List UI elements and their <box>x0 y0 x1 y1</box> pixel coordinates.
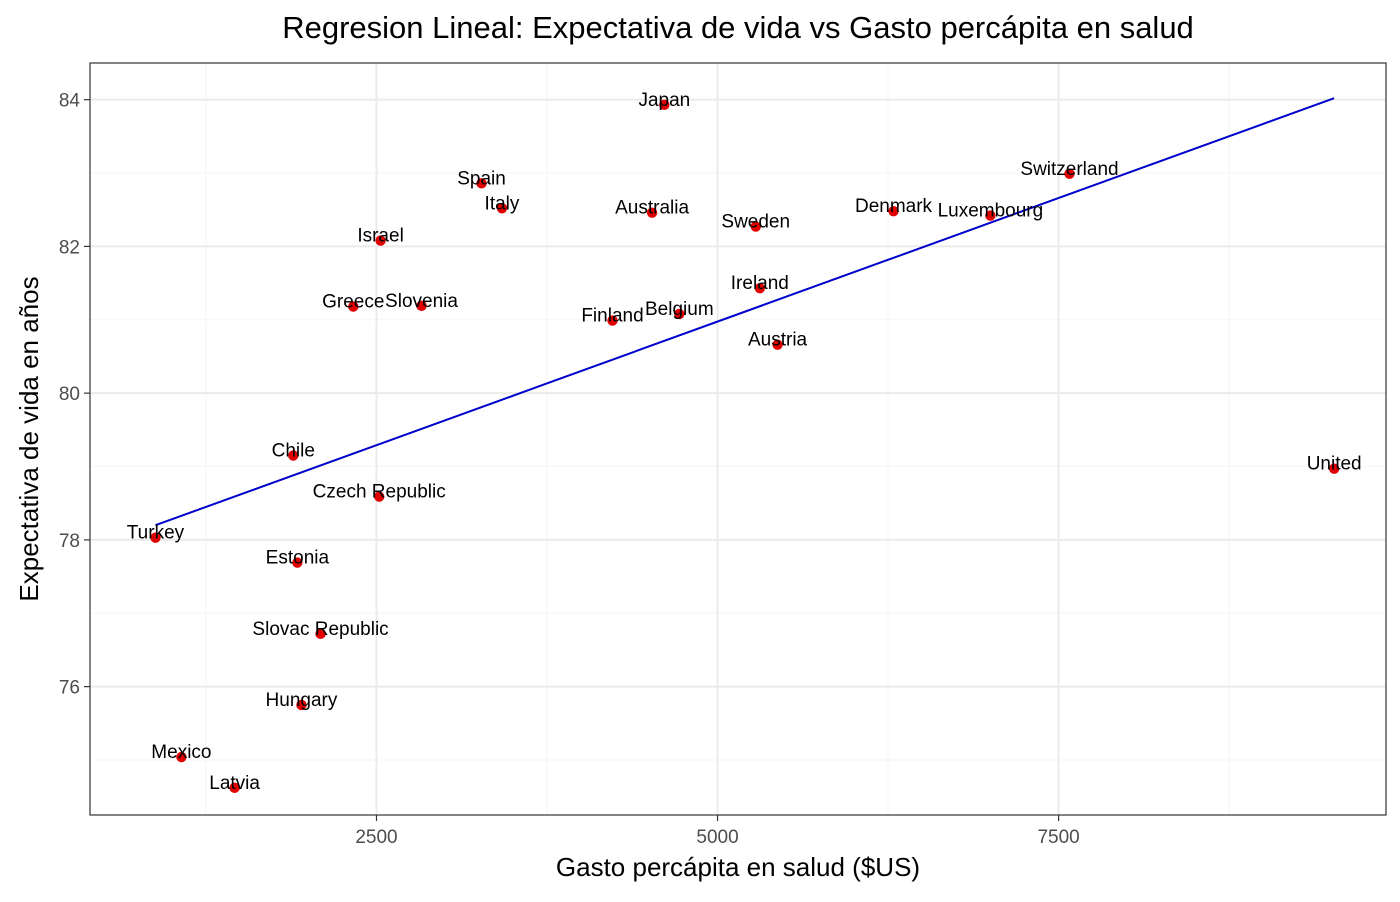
x-tick-label: 5000 <box>696 827 738 848</box>
point-label: Finland <box>581 306 643 327</box>
x-axis-label: Gasto percápita en salud ($US) <box>555 852 921 882</box>
grid-lines <box>90 63 1386 815</box>
data-point <box>659 99 670 111</box>
point-label: Denmark <box>855 196 933 217</box>
data-point <box>375 235 386 246</box>
data-point <box>888 205 899 217</box>
regression-line-group <box>155 97 1335 527</box>
y-tick-label: 78 <box>59 531 80 552</box>
point-label: Spain <box>457 168 506 189</box>
y-axis-label: Expectativa de vida en años <box>14 276 44 601</box>
data-point <box>296 699 307 711</box>
y-tick-label: 82 <box>59 237 80 258</box>
data-point <box>1328 463 1340 474</box>
point-label: Austria <box>748 330 808 351</box>
point-label: Belgium <box>645 299 714 320</box>
point-label: Switzerland <box>1020 159 1118 180</box>
data-point <box>374 491 385 502</box>
point-label: Greece <box>322 292 384 313</box>
x-tick-label: 2500 <box>355 827 397 848</box>
data-point <box>607 315 618 326</box>
data-points <box>150 99 1340 794</box>
data-point <box>674 308 685 320</box>
chart-title: Regresion Lineal: Expectativa de vida vs… <box>282 10 1194 45</box>
x-tick-label: 7500 <box>1037 827 1079 848</box>
data-point <box>772 339 783 350</box>
point-label: Japan <box>638 90 690 111</box>
axis-ticks: 2500 5000 7500 76 78 80 82 84 <box>59 91 1080 848</box>
regression-line <box>155 97 1335 527</box>
point-label: Latvia <box>209 773 260 794</box>
point-label: Luxembourg <box>938 201 1044 222</box>
data-point <box>288 450 299 461</box>
y-tick-label: 76 <box>59 678 80 699</box>
data-point <box>292 557 303 568</box>
data-point <box>496 203 508 214</box>
data-point <box>150 532 161 543</box>
point-label: Italy <box>485 193 520 214</box>
data-point <box>985 210 996 221</box>
point-label: Ireland <box>731 273 789 294</box>
point-label: Slovac Republic <box>252 619 388 640</box>
data-point <box>229 782 240 794</box>
point-label: Israel <box>357 226 403 247</box>
data-point <box>1064 168 1075 179</box>
y-tick-label: 84 <box>59 91 81 112</box>
data-point <box>476 178 487 189</box>
point-label: Sweden <box>721 212 790 233</box>
data-point <box>750 221 761 232</box>
point-label: United <box>1307 454 1362 475</box>
data-point <box>416 300 427 312</box>
plot-panel-border <box>89 62 1387 816</box>
point-label: Estonia <box>266 548 330 569</box>
point-label: Mexico <box>151 742 211 763</box>
data-point <box>176 751 187 763</box>
point-label: Australia <box>615 198 689 219</box>
point-label: Turkey <box>127 523 185 544</box>
point-label: Slovenia <box>385 291 458 312</box>
point-label: Czech Republic <box>313 482 446 503</box>
data-point <box>754 283 766 294</box>
y-tick-label: 80 <box>59 384 80 405</box>
data-point <box>315 628 326 639</box>
point-label: Hungary <box>266 690 338 711</box>
data-point <box>646 207 658 218</box>
point-label: Chile <box>272 441 315 462</box>
point-labels: Japan Spain Italy Australia Sweden Switzerlan… <box>127 90 1362 794</box>
data-point <box>348 301 359 312</box>
